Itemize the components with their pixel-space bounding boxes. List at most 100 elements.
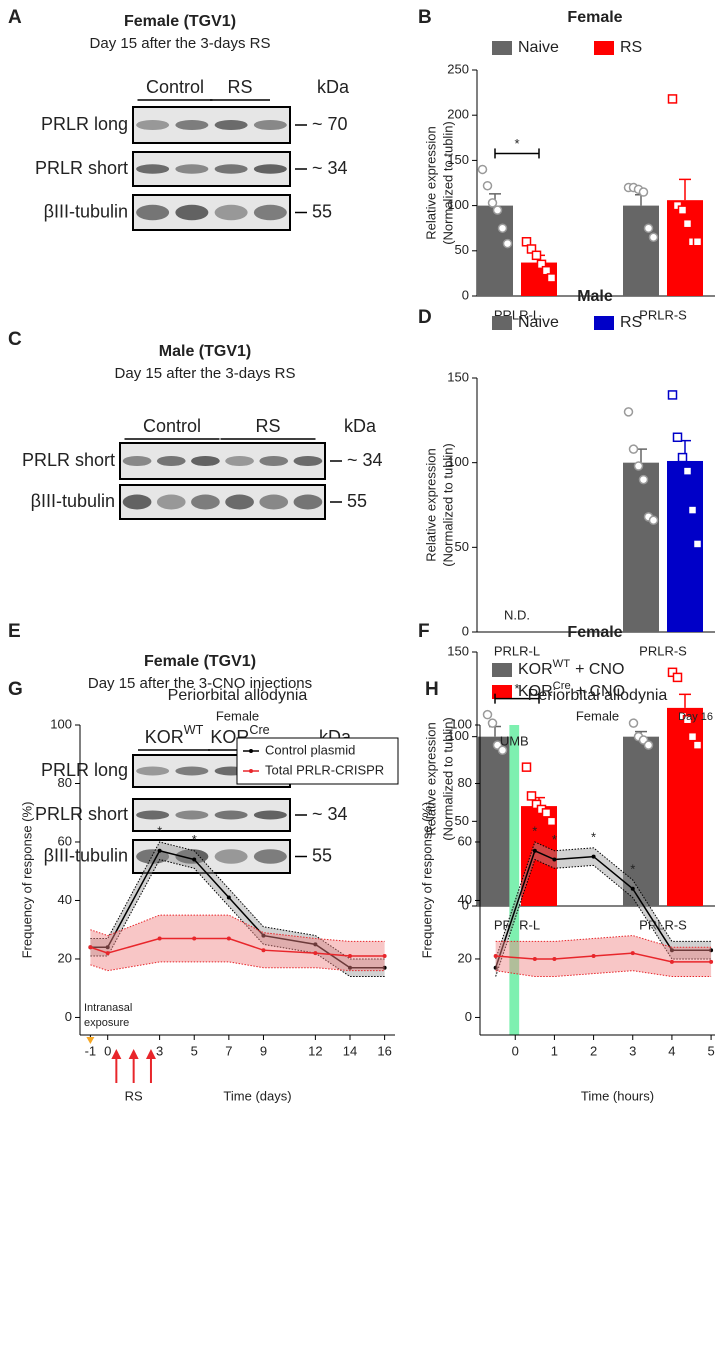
- legend-label: KORWT + CNO: [518, 658, 624, 678]
- data-point: [687, 505, 698, 515]
- band-edge: [495, 970, 712, 978]
- blot-band: [136, 810, 170, 820]
- y-tick-label: 100: [447, 454, 469, 469]
- data-point: [261, 933, 266, 938]
- data-point: [493, 965, 498, 970]
- y-tick-label: 150: [447, 643, 469, 658]
- blot-band: [175, 810, 209, 820]
- significance-star: *: [630, 861, 635, 876]
- blot-band: [214, 119, 248, 131]
- x-tick-label: 4: [668, 1043, 675, 1058]
- data-point: [497, 223, 508, 233]
- blot-band: [136, 204, 170, 221]
- unit-label: kDa: [317, 77, 350, 97]
- x-tick-label: PRLR-S: [639, 643, 687, 658]
- data-point: [687, 731, 698, 742]
- blot-band: [293, 455, 323, 467]
- data-point: [492, 205, 503, 215]
- data-point: [532, 956, 537, 961]
- blot-band: [253, 119, 287, 131]
- significance-star: *: [157, 823, 162, 838]
- legend-swatch: [594, 41, 614, 55]
- data-point: [709, 959, 714, 964]
- data-point: [648, 232, 659, 242]
- data-point: [628, 444, 639, 454]
- legend-label-part: Cre: [553, 680, 571, 692]
- panel-letter: C: [8, 329, 22, 350]
- band-edge: [495, 935, 712, 948]
- data-point: [88, 945, 93, 950]
- blot-title: Female (TGV1): [144, 653, 256, 670]
- data-point: [105, 945, 110, 950]
- data-point: [493, 954, 498, 959]
- blot-title: Female (TGV1): [124, 13, 236, 30]
- data-point: [669, 948, 674, 953]
- chart-note: Day 16: [678, 711, 713, 723]
- data-point: [502, 238, 513, 249]
- data-point: [546, 273, 557, 283]
- data-point: [709, 948, 714, 953]
- data-point: [643, 223, 654, 233]
- blot-band: [122, 455, 152, 467]
- blot-band: [191, 455, 220, 467]
- row-label: βIII-tubulin: [44, 201, 128, 221]
- chart-title: Periorbital allodynia: [528, 687, 668, 704]
- y-axis-label: Frequency of response (%): [19, 802, 34, 959]
- row-label: PRLR short: [35, 158, 128, 178]
- x-tick-label: PRLR-S: [639, 307, 687, 322]
- exposure-label: Intranasal: [84, 1002, 132, 1014]
- y-tick-label: 80: [58, 775, 72, 790]
- data-point: [667, 94, 678, 104]
- y-tick-label: 60: [58, 833, 72, 848]
- band-edge: [90, 961, 385, 972]
- data-point: [105, 951, 110, 956]
- legend-label-part: + CNO: [576, 683, 625, 700]
- x-axis-label: Time (days): [223, 1088, 291, 1103]
- significance-star: *: [514, 681, 519, 696]
- significance-star: *: [532, 823, 537, 838]
- stress-arrowhead: [128, 1049, 139, 1059]
- y-tick-label: 50: [455, 813, 469, 828]
- legend-label: Total PRLR-CRISPR: [265, 762, 384, 777]
- row-label: βIII-tubulin: [31, 491, 115, 511]
- data-point: [192, 857, 197, 862]
- y-axis-label: Frequency of response (%): [419, 802, 434, 959]
- size-label: ~ 34: [347, 450, 383, 470]
- data-point: [482, 709, 493, 720]
- chart-subtitle: Female: [576, 708, 619, 723]
- data-point: [672, 672, 683, 683]
- legend-swatch: [492, 41, 512, 55]
- x-tick-label: 9: [260, 1043, 267, 1058]
- blot-box: [119, 442, 326, 480]
- exposure-label: exposure: [84, 1017, 129, 1029]
- chart-title: Male: [577, 288, 613, 305]
- y-tick-label: 150: [447, 152, 469, 167]
- data-point: [682, 466, 693, 476]
- y-axis-label: (Normalized to tublin): [440, 443, 455, 567]
- size-label: ~ 34: [312, 804, 348, 824]
- row-label: PRLR long: [41, 114, 128, 134]
- group-label: KORWT: [145, 723, 204, 746]
- size-label: 55: [347, 491, 367, 511]
- stress-label: RS: [125, 1088, 143, 1103]
- stress-arrowhead: [145, 1049, 156, 1059]
- data-point: [192, 936, 197, 941]
- data-point: [648, 515, 659, 525]
- data-point: [487, 198, 498, 208]
- x-tick-label: 5: [191, 1043, 198, 1058]
- legend-label: RS: [620, 314, 642, 331]
- exposure-marker: [86, 1037, 95, 1044]
- data-point: [482, 180, 493, 191]
- panel-letter: B: [418, 7, 432, 28]
- blot-subtitle: Day 15 after the 3-days RS: [90, 35, 271, 52]
- data-point: [692, 539, 703, 549]
- data-point: [521, 237, 532, 247]
- data-point: [552, 857, 557, 862]
- data-point: [226, 895, 231, 900]
- significance-star: *: [591, 829, 596, 844]
- chart-title: Female: [567, 624, 622, 641]
- blot-band: [191, 494, 220, 510]
- y-axis-label: Relative expression: [423, 448, 438, 561]
- data-point: [541, 265, 552, 276]
- blot-subtitle: Day 15 after the 3-CNO injections: [88, 675, 312, 692]
